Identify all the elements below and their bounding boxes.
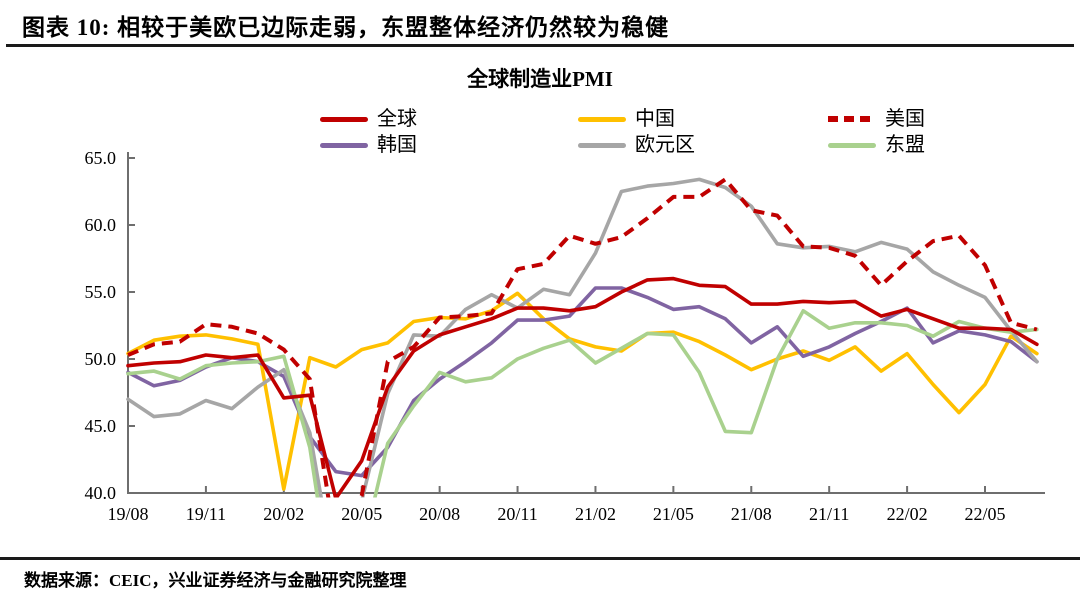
- legend-item-korea: 韩国: [320, 134, 578, 156]
- x-tick-label: 19/08: [107, 504, 148, 524]
- footer-divider: [0, 557, 1080, 560]
- chart-legend: 全球 中国 美国韩国 欧元区 东盟: [320, 108, 1008, 156]
- legend-swatch-china-line-icon: [578, 116, 626, 122]
- x-tick-label: 20/05: [341, 504, 382, 524]
- x-tick-label: 19/11: [186, 504, 226, 524]
- y-tick-label: 65.0: [85, 148, 117, 168]
- legend-swatch-us-dashed-line-icon: [828, 116, 876, 122]
- x-tick-label: 20/11: [497, 504, 537, 524]
- legend-item-eurozone: 欧元区: [578, 134, 828, 156]
- data-source: 数据来源：CEIC，兴业证券经济与金融研究院整理: [24, 571, 407, 590]
- series-line-eurozone: [126, 177, 1039, 498]
- legend-label-korea: 韩国: [377, 134, 417, 156]
- series-line-asean: [126, 308, 1039, 498]
- x-tick-label: 21/08: [731, 504, 772, 524]
- legend-item-china: 中国: [578, 108, 828, 130]
- legend-label-global: 全球: [377, 108, 417, 130]
- x-tick-label: 21/02: [575, 504, 616, 524]
- x-tick-label: 20/02: [263, 504, 304, 524]
- x-tick-label: 21/11: [809, 504, 849, 524]
- page-title: 图表 10: 相较于美欧已边际走弱，东盟整体经济仍然较为稳健: [22, 15, 670, 40]
- legend-swatch-korea-line-icon: [320, 142, 368, 148]
- legend-item-us: 美国: [828, 108, 1008, 130]
- y-tick-label: 45.0: [85, 416, 117, 436]
- legend-item-asean: 东盟: [828, 134, 1008, 156]
- y-tick-label: 40.0: [85, 483, 117, 503]
- chart-title: 全球制造业PMI: [467, 67, 613, 91]
- legend-label-us: 美国: [885, 108, 925, 130]
- y-tick-label: 60.0: [85, 215, 117, 235]
- legend-swatch-eurozone-line-icon: [578, 142, 626, 148]
- y-tick-label: 55.0: [85, 282, 117, 302]
- legend-swatch-global-line-icon: [320, 116, 368, 122]
- x-tick-label: 22/05: [965, 504, 1006, 524]
- legend-swatch-asean-line-icon: [828, 142, 876, 148]
- series-line-us: [127, 177, 1038, 498]
- title-divider: [6, 44, 1074, 47]
- series-line-china: [126, 291, 1039, 491]
- legend-label-china: 中国: [635, 108, 675, 130]
- legend-label-asean: 东盟: [885, 134, 925, 156]
- legend-label-eurozone: 欧元区: [635, 134, 695, 156]
- x-tick-label: 22/02: [887, 504, 928, 524]
- x-tick-label: 20/08: [419, 504, 460, 524]
- x-tick-label: 21/05: [653, 504, 694, 524]
- legend-item-global: 全球: [320, 108, 578, 130]
- series-line-global: [126, 276, 1039, 498]
- y-tick-label: 50.0: [85, 349, 117, 369]
